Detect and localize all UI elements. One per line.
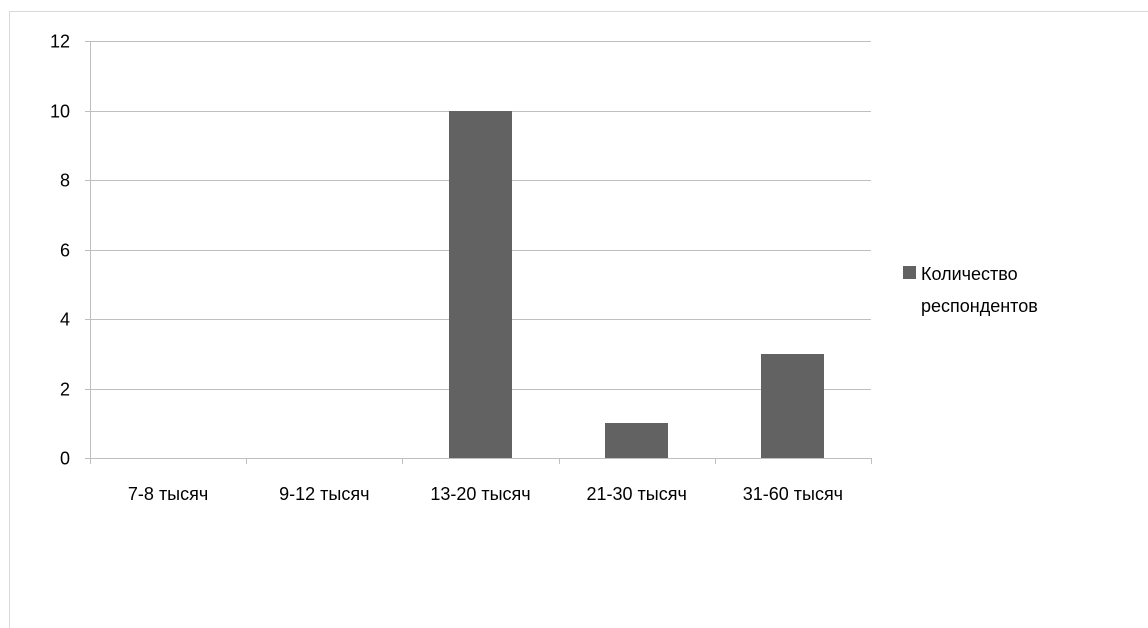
- x-tick-label: 9-12 тысяч: [279, 484, 369, 504]
- x-tick-label: 13-20 тысяч: [430, 484, 530, 504]
- legend-label-line-1: Количество: [921, 264, 1018, 284]
- x-tick-label: 31-60 тысяч: [743, 484, 843, 504]
- y-tick-label: 10: [50, 102, 70, 122]
- bar: [605, 423, 668, 458]
- x-tick-labels: 7-8 тысяч 9-12 тысяч 13-20 тысяч 21-30 тыся…: [128, 484, 843, 504]
- axes: [85, 41, 872, 464]
- y-tick-labels: 0 2 4 6 8 10 12: [50, 32, 70, 469]
- legend-label-line-2: респондентов: [921, 296, 1038, 316]
- y-tick-label: 12: [50, 32, 70, 52]
- legend: Количество респондентов: [903, 264, 1038, 316]
- legend-swatch: [903, 266, 916, 279]
- bar: [761, 354, 824, 458]
- y-tick-label: 0: [60, 449, 70, 469]
- x-tick-label: 21-30 тысяч: [587, 484, 687, 504]
- y-tick-label: 6: [60, 241, 70, 261]
- y-tick-label: 2: [60, 380, 70, 400]
- y-tick-label: 8: [60, 171, 70, 191]
- x-tick-label: 7-8 тысяч: [128, 484, 208, 504]
- bars: [449, 111, 824, 459]
- y-tick-label: 4: [60, 310, 70, 330]
- bar: [449, 111, 512, 459]
